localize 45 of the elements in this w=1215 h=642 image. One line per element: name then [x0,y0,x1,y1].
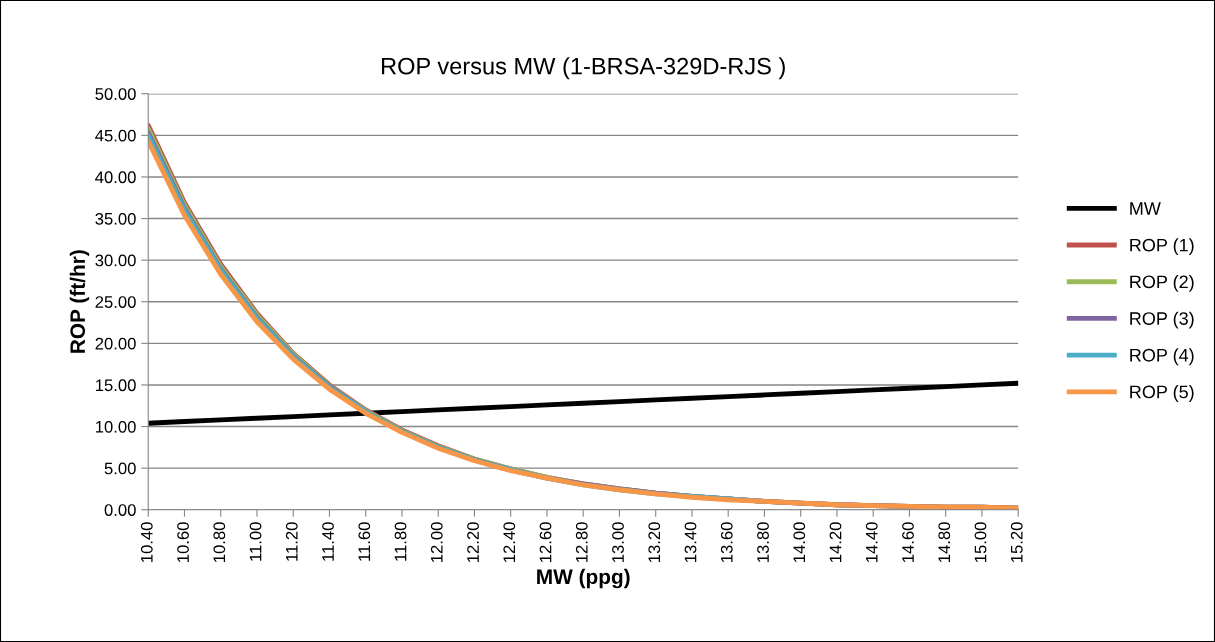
x-tick-label: 14.00 [793,522,806,562]
x-tick-label: 12.00 [430,522,443,562]
x-tick-label: 14.80 [938,522,951,562]
y-tick-label: 0.00 [104,504,136,516]
x-tick-label: 15.00 [974,522,987,562]
y-tick-label: 30.00 [95,254,136,267]
x-tick-label: 14.40 [865,522,878,562]
legend-label: ROP (1) [1130,238,1194,256]
x-tick-label: 13.60 [720,522,733,562]
x-tick-label: 12.80 [575,522,588,562]
x-tick-label: 15.20 [1010,522,1023,562]
legend-label: ROP (3) [1130,311,1194,329]
x-tick-label: 10.40 [140,522,153,562]
x-tick-label: 11.80 [394,522,407,561]
x-tick-label: 12.40 [503,522,516,562]
x-tick-label: 13.00 [612,522,624,562]
y-tick-label: 50.00 [95,88,136,100]
x-axis-title: MW (ppg) [537,568,630,589]
chart-title: ROP versus MW (1-BRSA-329D-RJS ) [382,57,785,80]
x-tick-label: 12.20 [467,522,479,562]
legend-label: ROP (5) [1130,385,1194,402]
x-tick-label: 10.60 [177,522,189,562]
y-tick-label: 5.00 [104,462,136,475]
y-tick-label: 20.00 [95,337,136,350]
y-tick-label: 15.00 [95,379,136,392]
x-tick-label: 14.60 [902,522,914,562]
legend-label: MW [1130,202,1161,215]
legend-label: ROP (4) [1130,348,1194,366]
x-tick-label: 13.20 [648,522,661,562]
y-tick-label: 10.00 [95,420,136,433]
x-tick-label: 12.60 [539,522,552,562]
y-axis-title: ROP (ft/hr) [69,250,90,353]
y-tick-label: 25.00 [95,296,136,308]
x-tick-label: 14.20 [829,522,842,562]
y-tick-label: 35.00 [95,212,136,225]
x-tick-label: 11.60 [358,522,371,561]
x-tick-label: 10.80 [213,522,226,562]
x-tick-label: 11.00 [249,522,262,561]
y-tick-label: 45.00 [95,129,136,142]
x-tick-label: 11.40 [322,522,334,561]
legend-label: ROP (2) [1130,274,1194,292]
x-tick-label: 13.40 [684,522,697,562]
y-tick-label: 40.00 [95,171,136,184]
x-tick-label: 11.20 [285,522,298,561]
x-tick-label: 13.80 [757,522,769,562]
